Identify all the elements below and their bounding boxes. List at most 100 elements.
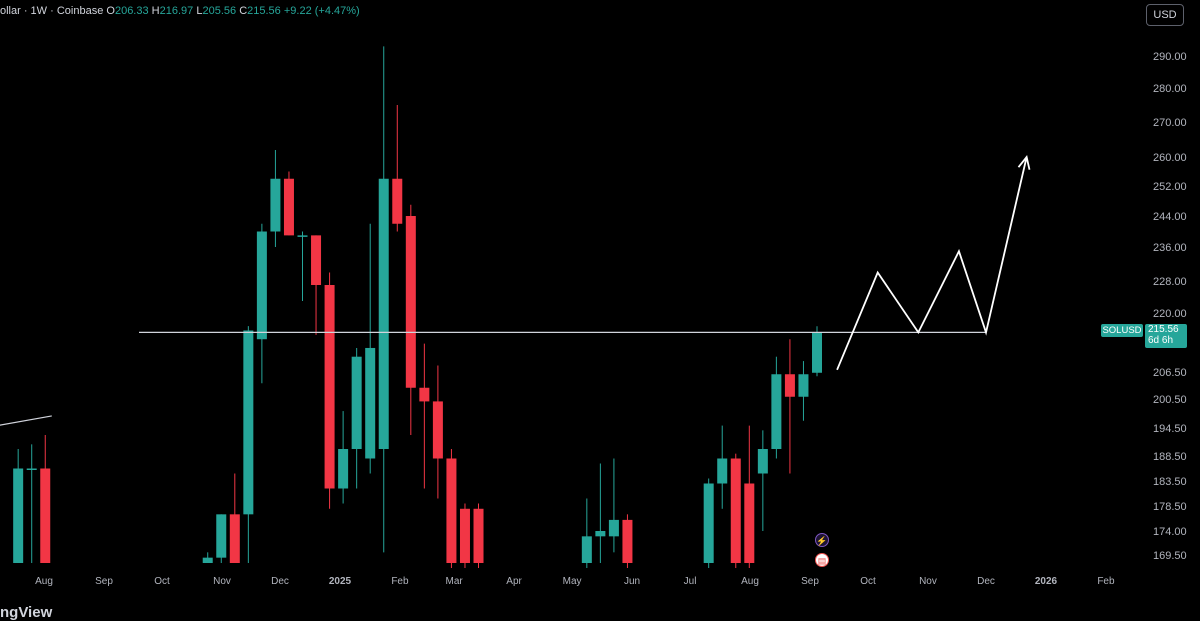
high-label: H	[151, 5, 160, 17]
candle	[256, 223, 267, 384]
candle-body	[730, 458, 741, 563]
candle	[283, 171, 294, 236]
candle-body	[419, 387, 430, 402]
price-tag-price: 215.56	[1148, 324, 1179, 335]
x-tick-label: Dec	[271, 576, 289, 587]
candle-body	[202, 557, 213, 563]
y-tick-label: 174.00	[1153, 526, 1187, 538]
candle-body	[229, 514, 240, 563]
y-tick-label: 183.50	[1153, 476, 1187, 488]
y-tick-label: 200.50	[1153, 394, 1187, 406]
open-value: 206.33	[114, 5, 149, 17]
candle	[338, 411, 349, 504]
high-value: 216.97	[159, 5, 194, 17]
candle	[229, 473, 240, 563]
x-tick-label: Jun	[624, 576, 640, 587]
x-tick-label: Jul	[684, 576, 697, 587]
x-tick-label: Feb	[391, 576, 409, 587]
candle	[311, 235, 322, 335]
candle-body	[351, 356, 362, 449]
candle	[202, 552, 213, 563]
y-tick-label: 188.50	[1153, 451, 1187, 463]
candle-body	[717, 458, 728, 484]
x-tick-label: Aug	[35, 576, 53, 587]
candle	[595, 463, 606, 563]
x-tick-label: Nov	[213, 576, 231, 587]
candle	[459, 503, 470, 568]
candle-body	[798, 374, 809, 397]
candle-body	[270, 178, 281, 232]
candle-body	[324, 285, 335, 489]
candle-body	[392, 178, 403, 224]
candle-body	[365, 347, 376, 459]
candle	[392, 105, 403, 232]
candle	[405, 204, 416, 435]
candle	[784, 339, 795, 474]
chart-legend-header: ollar · 1W · Coinbase O206.33 H216.97 L2…	[0, 5, 360, 17]
candle-body	[812, 332, 822, 373]
candle-body	[784, 374, 795, 397]
currency-button[interactable]: USD	[1146, 4, 1184, 26]
price-tag-symbol: SOLUSD	[1101, 324, 1143, 337]
candle-body	[432, 401, 443, 459]
x-tick-label: Dec	[977, 576, 995, 587]
candle	[26, 444, 37, 563]
candle	[608, 458, 619, 553]
candle-body	[40, 468, 51, 563]
candle-body	[459, 508, 470, 563]
x-tick-label: Sep	[95, 576, 113, 587]
candle	[581, 498, 592, 568]
x-tick-label: Sep	[801, 576, 819, 587]
candle	[473, 503, 484, 568]
candle	[365, 223, 376, 474]
candle-body	[703, 483, 714, 563]
candle-body	[26, 468, 37, 470]
y-tick-label: 290.00	[1153, 51, 1187, 63]
lightning-event-icon[interactable]: ⚡	[815, 533, 829, 547]
low-value: 205.56	[202, 5, 237, 17]
y-tick-label: 228.00	[1153, 276, 1187, 288]
us-flag-event-icon[interactable]: ▤	[815, 553, 829, 567]
candle	[40, 435, 51, 563]
candle-body	[311, 235, 322, 285]
candle	[717, 425, 728, 509]
y-tick-label: 220.00	[1153, 308, 1187, 320]
close-value: 215.56	[247, 5, 281, 17]
trendline	[0, 415, 52, 426]
candle-body	[297, 235, 308, 237]
y-tick-label: 270.00	[1153, 117, 1187, 129]
y-tick-label: 260.00	[1153, 152, 1187, 164]
y-tick-label: 178.50	[1153, 501, 1187, 513]
y-tick-label: 169.50	[1153, 550, 1187, 562]
y-tick-label: 252.00	[1153, 181, 1187, 193]
candle	[216, 514, 227, 563]
y-tick-label: 194.50	[1153, 423, 1187, 435]
x-tick-label: Aug	[741, 576, 759, 587]
candle	[744, 425, 755, 568]
projection-path	[836, 156, 1028, 371]
candle-body	[338, 449, 349, 489]
x-tick-label: Oct	[154, 576, 170, 587]
candle	[798, 361, 809, 421]
y-tick-label: 206.50	[1153, 367, 1187, 379]
candle	[757, 430, 768, 531]
brand-logo-text: ngView	[0, 604, 53, 621]
candle-body	[378, 178, 389, 449]
candle-body	[581, 536, 592, 563]
candle-body	[446, 458, 457, 563]
change-value: +9.22 (+4.47%)	[283, 5, 360, 17]
candle	[378, 46, 389, 553]
candle	[812, 326, 822, 377]
candle	[297, 231, 308, 301]
candle	[243, 326, 254, 563]
x-tick-label: Mar	[445, 576, 463, 587]
x-axis-labels: Aug Sep Oct Nov Dec 2025 Feb Mar Apr May Jun Jul Aug…	[35, 576, 1115, 587]
candle-body	[256, 231, 267, 340]
open-label: O	[106, 5, 115, 17]
y-tick-label: 236.00	[1153, 242, 1187, 254]
y-tick-label: 244.00	[1153, 211, 1187, 223]
candle	[446, 449, 457, 568]
y-axis-labels: 290.00 280.00 270.00 260.00 252.00 244.00 236.…	[1153, 51, 1187, 562]
candle-body	[216, 514, 227, 558]
